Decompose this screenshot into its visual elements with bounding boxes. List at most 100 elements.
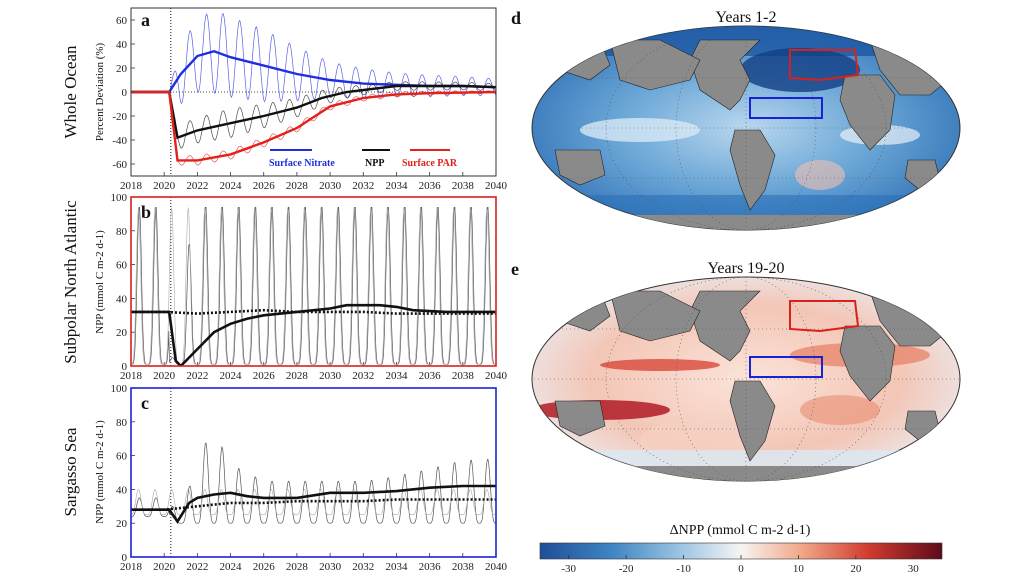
xtick-label-b: 2020 bbox=[153, 370, 176, 382]
series-line-perturbed_smooth bbox=[131, 484, 496, 524]
xtick-label-a: 2034 bbox=[385, 180, 408, 192]
colorbar-tick-label: -10 bbox=[676, 563, 691, 575]
series-line-npp bbox=[131, 84, 496, 140]
colorbar: ΔNPP (mmol C m-2 d-1) -30 -20 -10 0 10 20 30 bbox=[539, 523, 943, 575]
ytick-label-a: 20 bbox=[116, 63, 128, 75]
xtick-label-b: 2018 bbox=[120, 370, 143, 382]
map-d-title: Years 1-2 bbox=[715, 9, 776, 26]
xtick-label-b: 2024 bbox=[220, 370, 243, 382]
xtick-label-b: 2038 bbox=[452, 370, 475, 382]
map-e-sargasso-box bbox=[749, 356, 823, 378]
ytick-label-c: 100 bbox=[111, 383, 128, 395]
ylabel-c: NPP (mmol C m-2 d-1) bbox=[94, 420, 106, 524]
series-line-perturbed_smooth bbox=[131, 303, 496, 366]
xtick-label-b: 2030 bbox=[319, 370, 342, 382]
xtick-label-c: 2022 bbox=[186, 561, 208, 573]
panel-letter-b: b bbox=[141, 202, 151, 222]
xtick-label-c: 2026 bbox=[253, 561, 276, 573]
xtick-label-b: 2032 bbox=[352, 370, 374, 382]
map-e-title: Years 19-20 bbox=[707, 260, 784, 277]
xtick-label-a: 2040 bbox=[485, 180, 508, 192]
legend-a: Surface Nitrate NPP Surface PAR bbox=[269, 149, 458, 169]
xtick-label-a: 2038 bbox=[452, 180, 475, 192]
ytick-label-b: 60 bbox=[116, 260, 128, 272]
ytick-label-b: 40 bbox=[116, 293, 128, 305]
xtick-label-a: 2036 bbox=[419, 180, 442, 192]
legend-npp-label: NPP bbox=[365, 158, 384, 169]
xtick-label-a: 2028 bbox=[286, 180, 309, 192]
panel-letter-a: a bbox=[141, 10, 150, 30]
xtick-label-c: 2036 bbox=[419, 561, 442, 573]
xtick-label-a: 2018 bbox=[120, 180, 143, 192]
ytick-label-c: 60 bbox=[116, 451, 128, 463]
xtick-label-c: 2020 bbox=[153, 561, 176, 573]
colorbar-label: ΔNPP (mmol C m-2 d-1) bbox=[670, 523, 811, 538]
frame-a bbox=[130, 7, 497, 177]
map-d: Years 1-2 d bbox=[511, 8, 961, 231]
ytick-label-c: 0 bbox=[122, 552, 128, 564]
ylabel-a: Percent Deviation (%) bbox=[94, 42, 106, 141]
series-line-control_smooth bbox=[131, 308, 496, 315]
ylabel-b: NPP (mmol C m-2 d-1) bbox=[94, 230, 106, 334]
row-label-sargasso-sea: Sargasso Sea bbox=[61, 427, 80, 516]
ytick-label-b: 0 bbox=[122, 361, 128, 373]
seasonal-line-c bbox=[131, 442, 496, 524]
xtick-label-c: 2038 bbox=[452, 561, 475, 573]
xtick-label-b: 2022 bbox=[186, 370, 208, 382]
map-d-subpolar-box bbox=[789, 49, 860, 82]
colorbar-tick-label: 20 bbox=[850, 563, 862, 575]
xtick-label-c: 2032 bbox=[352, 561, 374, 573]
panel-letter-c: c bbox=[141, 393, 149, 413]
map-e: Years 19-20 e bbox=[511, 259, 961, 482]
colorbar-tick-label: -30 bbox=[561, 563, 576, 575]
xtick-label-a: 2020 bbox=[153, 180, 176, 192]
panel-a: 2018 2020 2022 2024 2026 2028 2030 2032 2034 2036… bbox=[112, 7, 508, 192]
colorbar-tick-label: 30 bbox=[908, 563, 920, 575]
control-seasonal-line-b bbox=[131, 207, 496, 365]
xtick-label-b: 2040 bbox=[485, 370, 508, 382]
panel-b: 2018 2020 2022 2024 2026 2028 2030 2032 2034 2036… bbox=[111, 192, 508, 382]
ytick-label-c: 80 bbox=[116, 417, 128, 429]
legend-par-label: Surface PAR bbox=[402, 158, 458, 169]
ytick-label-a: -60 bbox=[112, 159, 127, 171]
xtick-label-a: 2032 bbox=[352, 180, 374, 192]
xtick-label-c: 2018 bbox=[120, 561, 143, 573]
xtick-label-c: 2030 bbox=[319, 561, 342, 573]
panel-letter-d: d bbox=[511, 8, 521, 28]
colorbar-tick-label: 10 bbox=[793, 563, 805, 575]
frame-b bbox=[130, 196, 497, 367]
row-label-subpolar-north-atlantic: Subpolar North Atlantic bbox=[61, 200, 80, 364]
xtick-label-b: 2026 bbox=[253, 370, 276, 382]
ytick-label-b: 20 bbox=[116, 327, 128, 339]
frame-c bbox=[130, 387, 497, 558]
xtick-label-b: 2036 bbox=[419, 370, 442, 382]
ytick-label-a: -40 bbox=[112, 135, 127, 147]
xtick-label-a: 2024 bbox=[220, 180, 243, 192]
ytick-label-b: 100 bbox=[111, 192, 128, 204]
panel-letter-e: e bbox=[511, 259, 519, 279]
series-line-control_smooth bbox=[131, 498, 496, 511]
map-d-sargasso-box bbox=[749, 97, 823, 119]
ytick-label-b: 80 bbox=[116, 226, 128, 238]
ytick-label-a: 0 bbox=[122, 87, 128, 99]
row-label-whole-ocean: Whole Ocean bbox=[61, 45, 80, 138]
ytick-label-a: 60 bbox=[116, 15, 128, 27]
colorbar-ticks: -30 -20 -10 0 10 20 30 bbox=[561, 555, 919, 575]
ytick-label-c: 40 bbox=[116, 484, 128, 496]
xtick-label-c: 2040 bbox=[485, 561, 508, 573]
xtick-label-b: 2028 bbox=[286, 370, 309, 382]
seasonal-line-nitrate bbox=[131, 12, 496, 105]
xtick-label-a: 2026 bbox=[253, 180, 276, 192]
map-e-subpolar-box bbox=[789, 300, 860, 333]
xtick-label-c: 2024 bbox=[220, 561, 243, 573]
xtick-label-b: 2034 bbox=[385, 370, 408, 382]
ytick-label-c: 20 bbox=[116, 518, 128, 530]
xtick-label-a: 2030 bbox=[319, 180, 342, 192]
series-line-par bbox=[131, 90, 496, 162]
ytick-label-a: -20 bbox=[112, 111, 127, 123]
xtick-label-c: 2028 bbox=[286, 561, 309, 573]
colorbar-tick-label: 0 bbox=[738, 563, 744, 575]
ytick-label-a: 40 bbox=[116, 39, 128, 51]
xtick-label-c: 2034 bbox=[385, 561, 408, 573]
